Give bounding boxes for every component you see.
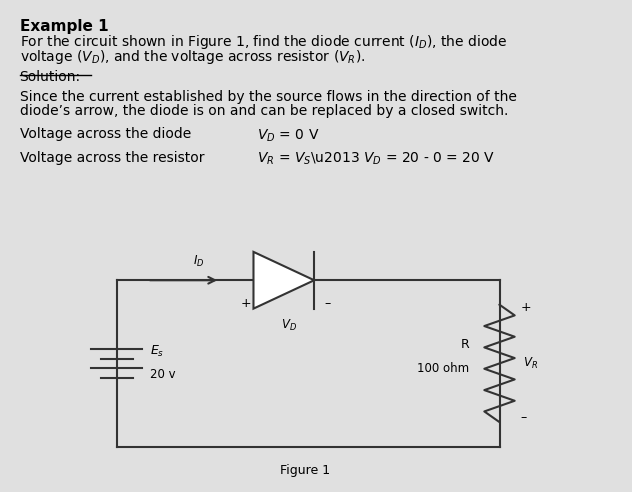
Text: $V_R$ = $V_S$\u2013 $V_D$ = 20 - 0 = 20 V: $V_R$ = $V_S$\u2013 $V_D$ = 20 - 0 = 20 … <box>257 151 495 167</box>
Text: $E_s$: $E_s$ <box>150 343 164 359</box>
Text: Since the current established by the source flows in the direction of the: Since the current established by the sou… <box>20 91 516 104</box>
Text: For the circuit shown in Figure 1, find the diode current ($I_D$), the diode: For the circuit shown in Figure 1, find … <box>20 33 507 51</box>
Text: Voltage across the resistor: Voltage across the resistor <box>20 151 204 165</box>
Text: +: + <box>521 301 532 314</box>
Polygon shape <box>253 252 314 308</box>
Text: R: R <box>460 338 469 351</box>
Text: $V_D$ = 0 V: $V_D$ = 0 V <box>257 127 319 144</box>
Text: voltage ($V_D$), and the voltage across resistor ($V_R$).: voltage ($V_D$), and the voltage across … <box>20 48 365 66</box>
Text: $V_D$: $V_D$ <box>281 318 296 333</box>
Text: Voltage across the diode: Voltage across the diode <box>20 127 191 141</box>
Text: $V_R$: $V_R$ <box>523 356 538 371</box>
Text: –: – <box>521 411 527 424</box>
Text: diode’s arrow, the diode is on and can be replaced by a closed switch.: diode’s arrow, the diode is on and can b… <box>20 104 508 118</box>
Text: 20 v: 20 v <box>150 368 176 381</box>
Text: Example 1: Example 1 <box>20 19 108 33</box>
Text: +: + <box>241 297 252 310</box>
Text: Figure 1: Figure 1 <box>280 463 330 477</box>
Text: $I_D$: $I_D$ <box>193 254 205 270</box>
Text: 100 ohm: 100 ohm <box>417 362 469 375</box>
Text: –: – <box>324 297 331 310</box>
Text: Solution:: Solution: <box>20 70 81 84</box>
